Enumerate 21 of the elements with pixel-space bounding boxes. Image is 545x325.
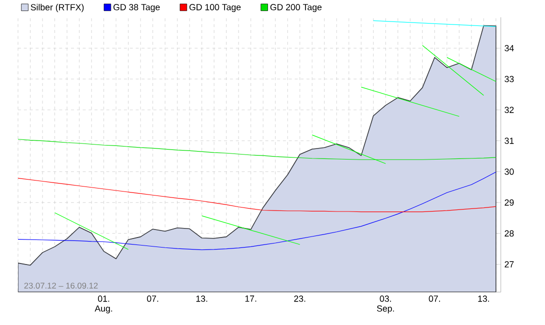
x-tick-label: 03. Sep. <box>376 295 394 314</box>
y-tick-label: 28 <box>504 230 514 236</box>
x-tick-label: 07. <box>147 295 158 302</box>
x-tick-label: 23. <box>294 295 306 302</box>
annotation: 23.07.12 – 16.09.12 <box>24 282 98 288</box>
y-tick-label: 29 <box>504 199 514 206</box>
y-tick-label: 32 <box>504 106 514 113</box>
x-tick-label: 01. Aug. <box>94 295 112 314</box>
x-tick-label: 13. <box>478 295 490 302</box>
legend-label: GD 100 Tage <box>189 4 241 12</box>
legend-label: Silber (RTFX) <box>30 4 84 12</box>
y-tick-label: 31 <box>504 137 514 144</box>
y-tick-label: 34 <box>504 44 514 52</box>
legend-label: GD 38 Tage <box>113 4 160 12</box>
y-tick-label: 33 <box>504 76 514 82</box>
x-tick-label: 17. <box>245 295 256 302</box>
y-tick-label: 30 <box>504 168 514 175</box>
x-tick-label: 07. <box>428 295 440 302</box>
legend-label: GD 200 Tage <box>270 4 322 12</box>
y-tick-label: 27 <box>504 260 514 268</box>
x-tick-label: 13. <box>196 295 208 302</box>
